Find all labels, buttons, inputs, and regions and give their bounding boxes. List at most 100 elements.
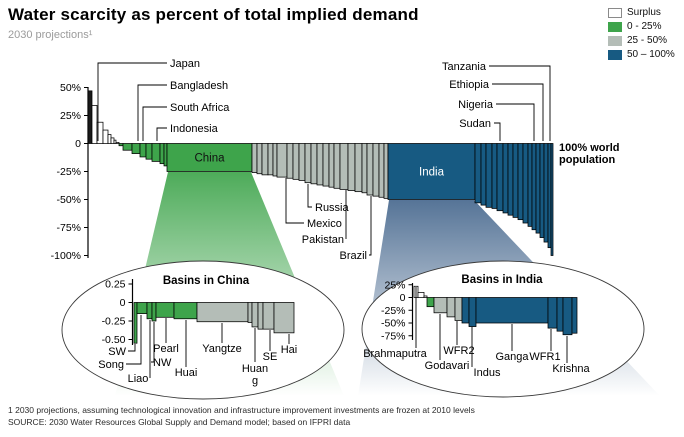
bar-bangladesh — [131, 143, 141, 154]
bar-godavari — [433, 297, 448, 314]
bar — [522, 143, 529, 224]
callout-line — [126, 315, 142, 365]
annotation: Huan g — [242, 363, 268, 387]
callout-line — [97, 62, 167, 141]
tick-label: -25% — [381, 305, 406, 317]
annotation: Pakistan — [302, 234, 344, 246]
bar — [247, 302, 253, 323]
annotation: Japan — [170, 58, 200, 70]
bar — [292, 143, 300, 180]
bar — [423, 295, 428, 298]
annotation: Krishna — [552, 363, 590, 375]
bar — [159, 143, 165, 165]
legend-label: 25 - 50% — [627, 35, 668, 46]
tick-label: -75% — [56, 222, 81, 234]
callout-line — [128, 344, 136, 352]
bar — [372, 143, 380, 197]
bar-ganga — [475, 297, 549, 324]
callout-line — [307, 184, 312, 208]
annotation: Tanzania — [442, 61, 487, 73]
tick-label: -75% — [381, 330, 406, 342]
bar-pearl — [155, 302, 175, 318]
legend-label: 0 - 25% — [627, 21, 662, 32]
bar — [383, 143, 389, 199]
bar — [322, 143, 330, 187]
bar-se — [262, 302, 275, 330]
bar-india — [387, 143, 476, 200]
callout-line — [489, 65, 551, 141]
bar — [527, 143, 533, 227]
annotation: Basins in India — [461, 274, 543, 286]
tick-label: -100% — [51, 250, 81, 262]
tick-label: 0.25 — [105, 279, 126, 291]
annotation: Brahmaputra — [363, 348, 427, 360]
bar — [556, 297, 564, 332]
callout-line — [496, 103, 535, 141]
callout-line — [137, 84, 167, 141]
bar — [298, 143, 306, 181]
legend-item-surplus: Surplus — [608, 7, 675, 18]
bar — [517, 143, 524, 221]
bar-nw — [151, 302, 157, 322]
legend-swatch-surplus — [608, 7, 622, 18]
annotation: Russia — [315, 202, 350, 214]
bar — [461, 297, 470, 324]
bar — [110, 137, 115, 144]
page-title: Water scarcity as percent of total impli… — [8, 5, 419, 24]
bar — [261, 143, 269, 176]
bar — [333, 143, 341, 189]
tick-label: -0.25 — [102, 316, 126, 328]
bar-krishna — [562, 297, 573, 336]
annotation: WFR2 — [443, 345, 474, 357]
annotation: Basins in China — [163, 275, 250, 287]
bar — [480, 143, 487, 206]
bar-mexico — [276, 143, 288, 178]
bar — [354, 143, 363, 193]
annotation: Liao — [128, 373, 149, 385]
bar — [163, 143, 168, 167]
block-label: China — [194, 153, 225, 165]
bar — [286, 143, 294, 179]
annotation: Ganga — [495, 351, 529, 363]
bar — [257, 302, 264, 330]
tick-label: -50% — [56, 194, 81, 206]
bar-huang — [251, 302, 259, 328]
annotation: SW — [108, 346, 126, 358]
bar-sudan — [496, 143, 504, 212]
annotation: Huai — [175, 367, 198, 379]
annotation: SE — [263, 351, 278, 363]
annotation: South Africa — [170, 102, 230, 114]
annotation: Indus — [474, 367, 501, 379]
bar — [113, 139, 117, 144]
tick-label: -50% — [381, 318, 406, 330]
bar — [378, 143, 385, 198]
bar — [417, 292, 425, 298]
bar — [87, 90, 93, 144]
bar — [107, 134, 112, 144]
annotation: Sudan — [459, 118, 491, 130]
bar — [550, 143, 554, 256]
annotation: Brazil — [339, 250, 367, 262]
callout-line — [142, 106, 167, 141]
source: SOURCE: 2030 Water Resources Global Supp… — [8, 416, 351, 427]
block-label: India — [419, 167, 445, 179]
bar — [446, 297, 456, 318]
footnotes: 1 2030 projections, assuming technologic… — [8, 405, 475, 429]
tick-label: 0 — [75, 138, 81, 150]
bar-indus — [468, 297, 477, 327]
bar — [118, 143, 124, 147]
annotation: Bangladesh — [170, 80, 228, 92]
bar — [361, 143, 368, 194]
bar-russia — [304, 143, 312, 184]
bar — [256, 143, 263, 175]
footnote: 1 2030 projections, assuming technologic… — [8, 405, 475, 415]
bar-pakistan — [339, 143, 349, 190]
callout-line — [285, 178, 304, 224]
tick-label: 50% — [60, 82, 81, 94]
bar — [507, 143, 514, 216]
label-line: population — [559, 154, 615, 166]
annotation: Nigeria — [458, 99, 494, 111]
bar-yangtze — [196, 302, 249, 323]
